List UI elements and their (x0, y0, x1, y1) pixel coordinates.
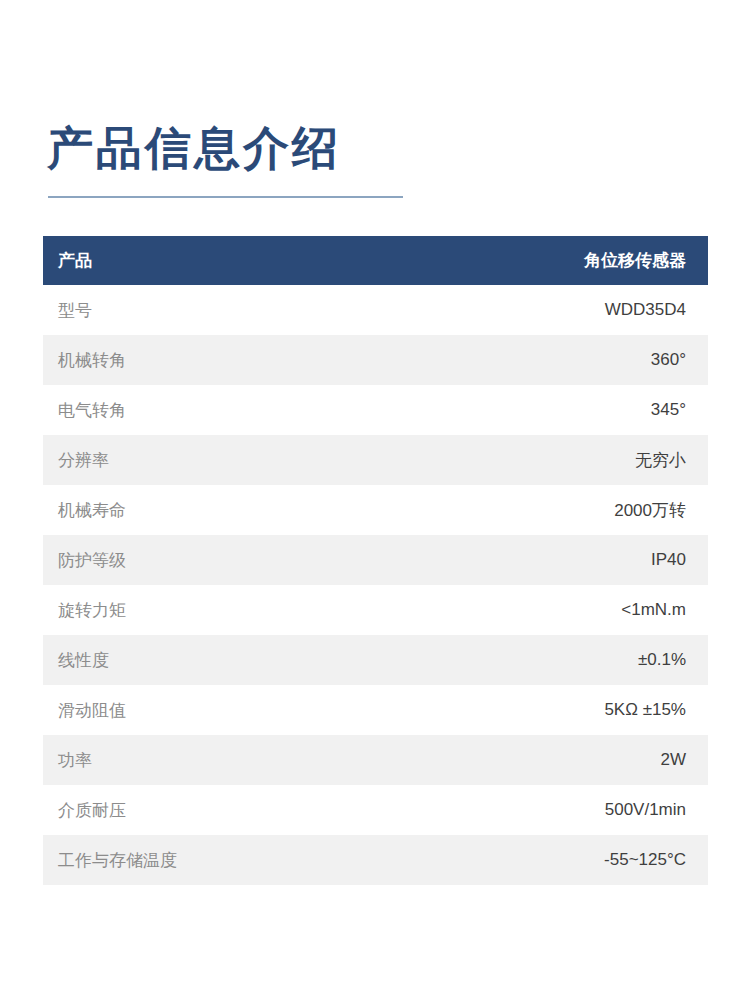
table-header-product-value: 角位移传感器 (584, 249, 686, 272)
table-row: 线性度 ±0.1% (43, 635, 708, 685)
spec-value: <1mN.m (621, 600, 686, 620)
title-underline (48, 196, 403, 198)
table-row: 工作与存储温度 -55~125°C (43, 835, 708, 885)
spec-value: ±0.1% (638, 650, 686, 670)
spec-value: IP40 (651, 550, 686, 570)
table-row: 功率 2W (43, 735, 708, 785)
table-header-row: 产品 角位移传感器 (43, 236, 708, 285)
table-row: 机械转角 360° (43, 335, 708, 385)
spec-label: 分辨率 (58, 449, 109, 472)
spec-label: 工作与存储温度 (58, 849, 177, 872)
spec-label: 防护等级 (58, 549, 126, 572)
spec-label: 旋转力矩 (58, 599, 126, 622)
table-row: 电气转角 345° (43, 385, 708, 435)
spec-label: 机械转角 (58, 349, 126, 372)
table-body: 型号 WDD35D4 机械转角 360° 电气转角 345° 分辨率 无穷小 机… (43, 285, 708, 885)
table-row: 介质耐压 500V/1min (43, 785, 708, 835)
spec-value: 无穷小 (635, 449, 686, 472)
spec-value: 2000万转 (614, 499, 686, 522)
table-row: 机械寿命 2000万转 (43, 485, 708, 535)
spec-label: 线性度 (58, 649, 109, 672)
spec-value: WDD35D4 (605, 300, 686, 320)
table-row: 滑动阻值 5KΩ ±15% (43, 685, 708, 735)
table-row: 防护等级 IP40 (43, 535, 708, 585)
spec-value: 500V/1min (605, 800, 686, 820)
spec-label: 功率 (58, 749, 92, 772)
product-spec-table: 产品 角位移传感器 型号 WDD35D4 机械转角 360° 电气转角 345°… (43, 236, 708, 885)
page-title: 产品信息介绍 (47, 118, 341, 180)
table-row: 分辨率 无穷小 (43, 435, 708, 485)
spec-label: 介质耐压 (58, 799, 126, 822)
spec-label: 滑动阻值 (58, 699, 126, 722)
table-row: 旋转力矩 <1mN.m (43, 585, 708, 635)
spec-value: 345° (651, 400, 686, 420)
spec-value: 360° (651, 350, 686, 370)
spec-label: 型号 (58, 299, 92, 322)
table-header-product-label: 产品 (58, 249, 92, 272)
spec-value: -55~125°C (604, 850, 686, 870)
spec-label: 机械寿命 (58, 499, 126, 522)
spec-value: 5KΩ ±15% (604, 700, 686, 720)
spec-label: 电气转角 (58, 399, 126, 422)
table-row: 型号 WDD35D4 (43, 285, 708, 335)
spec-value: 2W (661, 750, 687, 770)
